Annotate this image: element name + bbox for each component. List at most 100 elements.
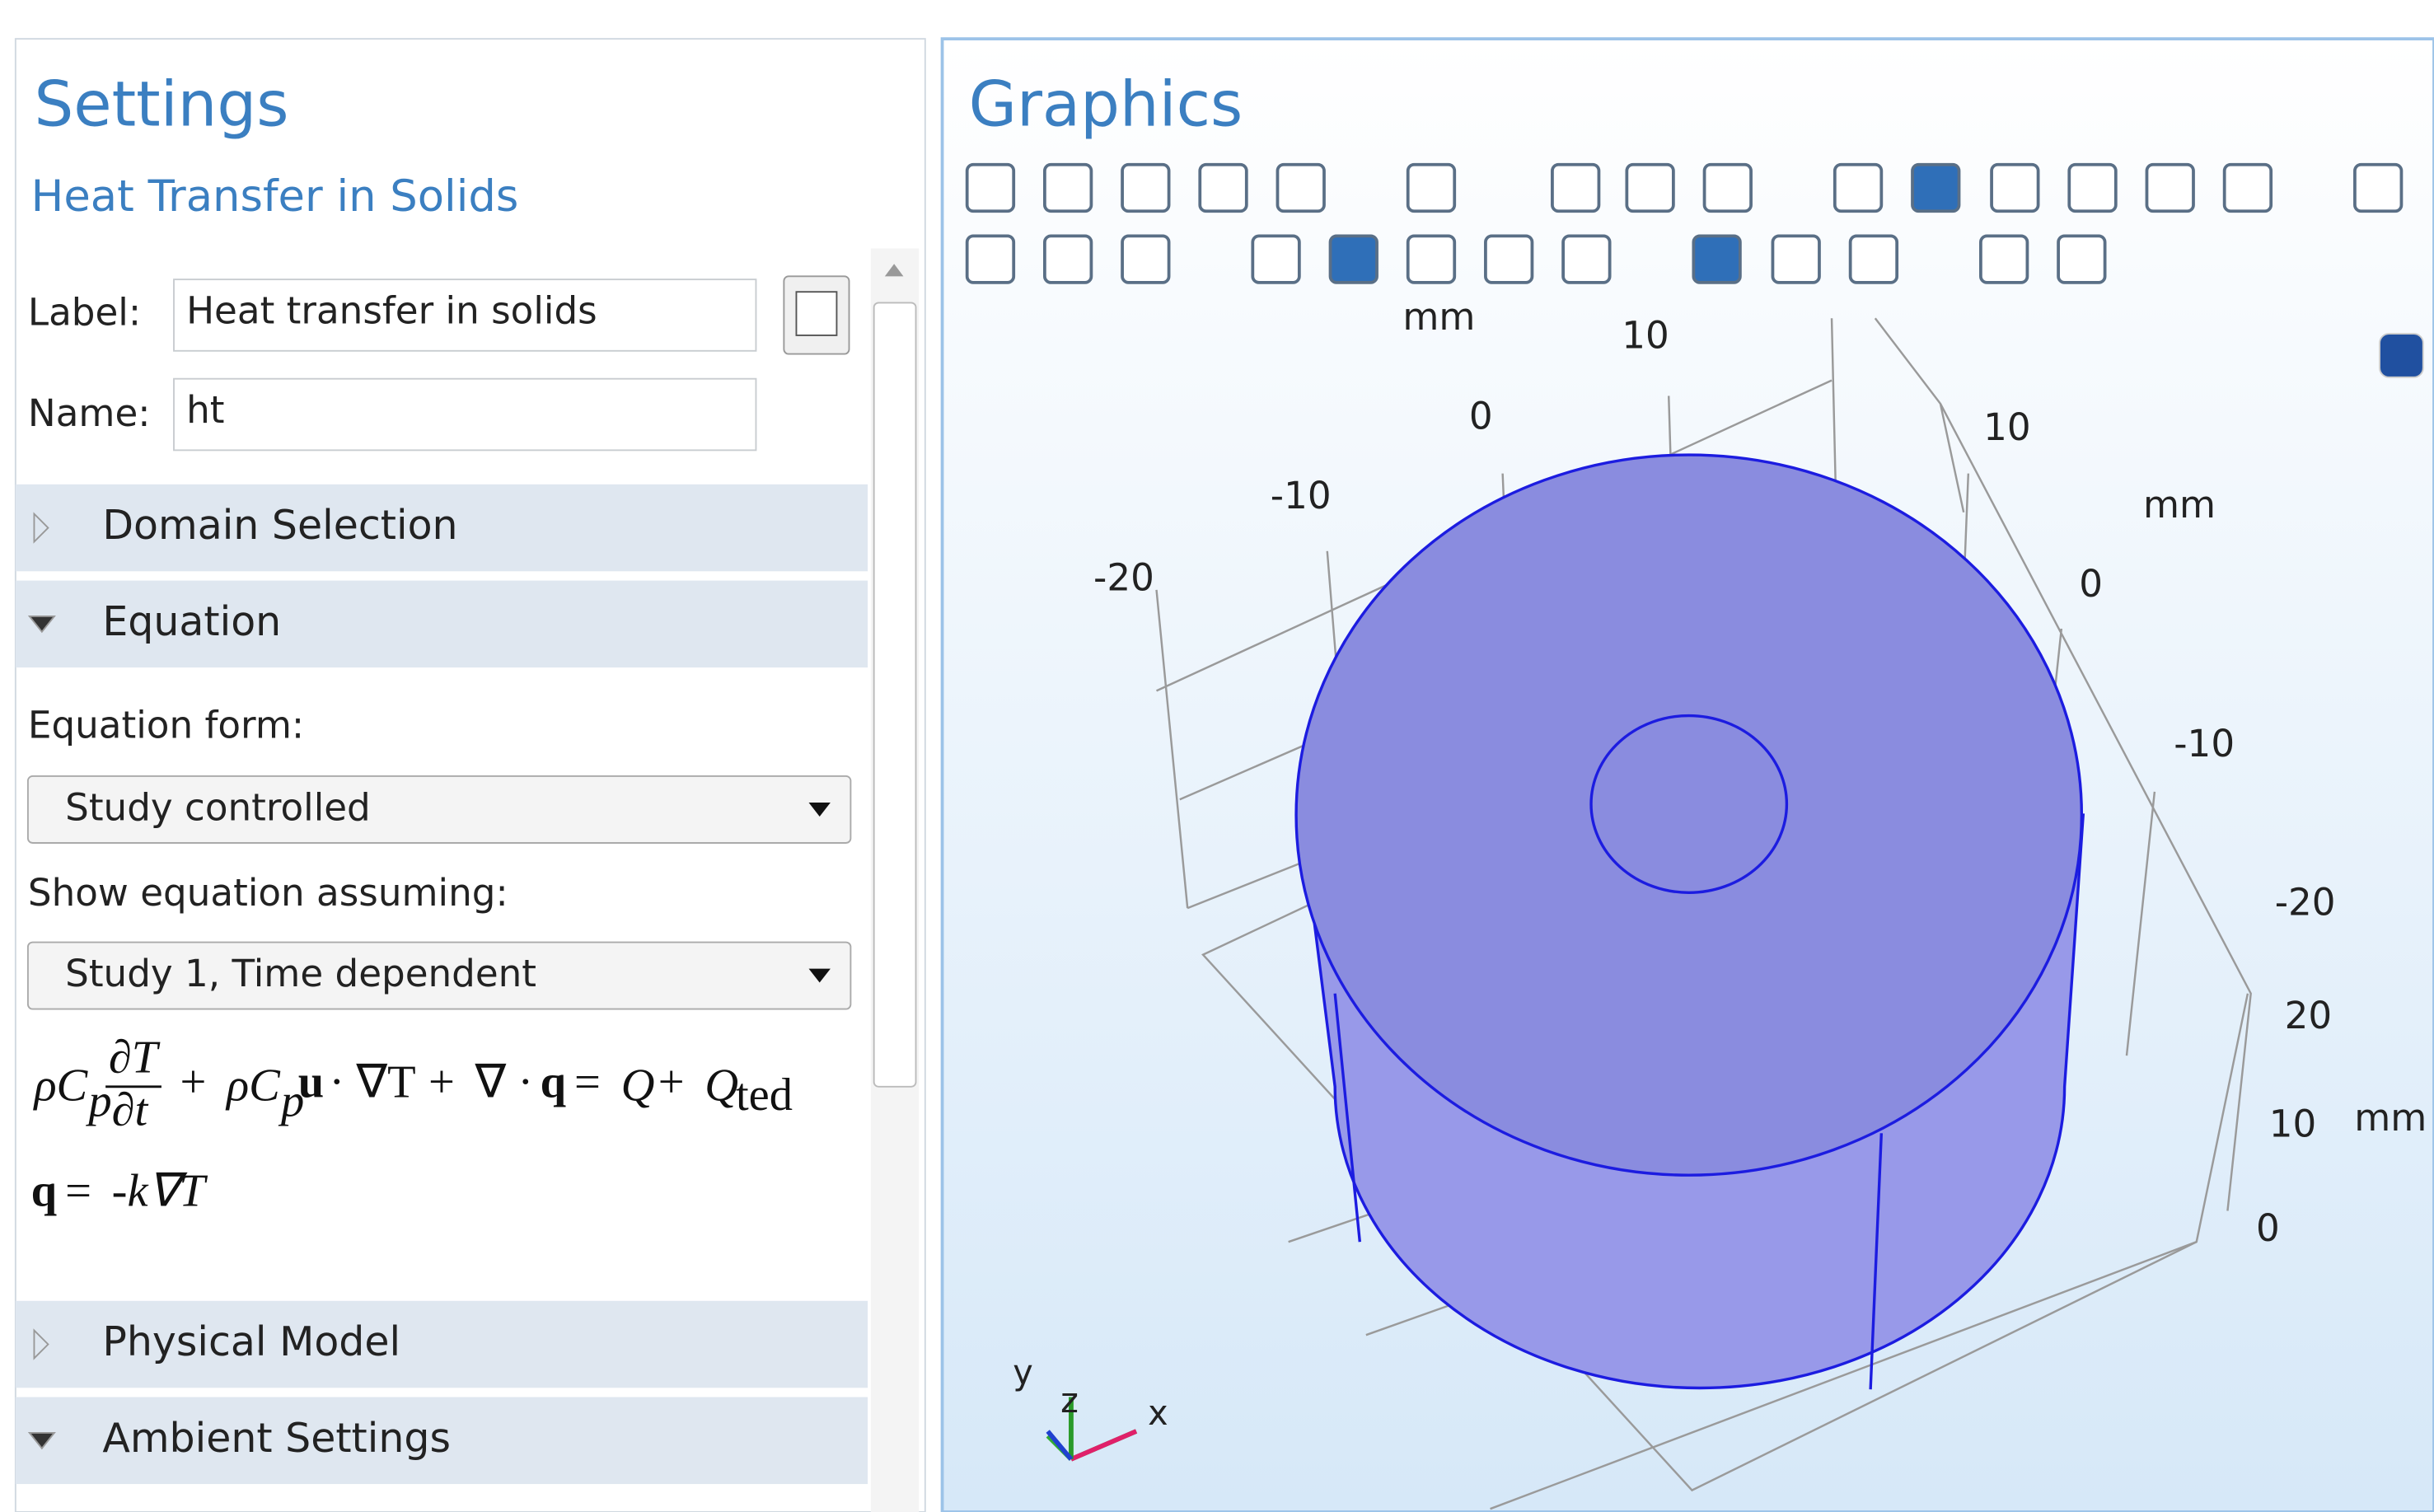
axis-label: -20: [1093, 556, 1154, 600]
triad-z: [1046, 1430, 1074, 1461]
show-equation-caption: Show equation assuming:: [28, 871, 508, 915]
label-value: Heat transfer in solids: [186, 289, 597, 333]
axis-label: mm: [1402, 295, 1475, 339]
scroll-thumb[interactable]: [873, 302, 917, 1088]
equation-part: ∂T: [109, 1032, 161, 1084]
toolbar-button[interactable]: [2222, 162, 2273, 213]
axis-label: -10: [1271, 474, 1332, 517]
toolbar-button[interactable]: [1043, 234, 1093, 284]
equation-part: p: [278, 1075, 304, 1126]
toolbar-button[interactable]: [1702, 162, 1753, 213]
equation-part: q: [541, 1057, 566, 1108]
toolbar-button[interactable]: [1561, 234, 1612, 284]
equation-part: · ∇T: [329, 1057, 415, 1108]
axis-label: 0: [1469, 395, 1493, 438]
scroll-up[interactable]: [884, 264, 904, 277]
triad-x: [1070, 1429, 1138, 1462]
equation-form-dropdown[interactable]: [26, 775, 852, 844]
section-toggle: [27, 1431, 56, 1450]
toolbar-button[interactable]: [1771, 234, 1821, 284]
section-title: Equation: [102, 598, 281, 645]
name-input[interactable]: [173, 377, 757, 452]
section-toggle: [33, 1328, 49, 1360]
triad-label: z: [1060, 1381, 1079, 1421]
axis-label: mm: [2354, 1096, 2427, 1140]
equation-part: ted: [736, 1070, 793, 1121]
toolbar-button[interactable]: [1043, 162, 1093, 213]
toolbar-button[interactable]: [1328, 234, 1378, 284]
axis-label: 10: [2269, 1102, 2317, 1146]
cylinder: [1294, 453, 2085, 1390]
toolbar-button[interactable]: [1990, 162, 2040, 213]
section-title: Ambient Settings: [102, 1415, 451, 1462]
name-value: ht: [186, 388, 224, 432]
equation-part: q: [31, 1166, 57, 1217]
show-equation-value: Study 1, Time dependent: [65, 952, 536, 995]
toolbar-button[interactable]: [1848, 234, 1899, 284]
equation-form-value: Study controlled: [65, 785, 371, 829]
toolbar-button[interactable]: [965, 234, 1016, 284]
equation-part: +: [658, 1057, 685, 1108]
equation-part: ρC: [225, 1060, 281, 1112]
settings-subtitle: Heat Transfer in Solids: [31, 171, 519, 222]
settings-title: Settings: [34, 68, 288, 140]
label-caption: Label:: [28, 290, 141, 334]
section-header[interactable]: [15, 1397, 868, 1485]
axis-label: 0: [2079, 562, 2103, 606]
name-caption: Name:: [28, 391, 151, 435]
toolbar-button[interactable]: [1198, 162, 1248, 213]
section-header[interactable]: [15, 484, 868, 572]
toolbar-button[interactable]: [1251, 234, 1301, 284]
toolbar-button[interactable]: [1911, 162, 1961, 213]
toolbar-button[interactable]: [1276, 162, 1326, 213]
graphics-overlay-button[interactable]: [2379, 333, 2424, 378]
dropdown-arrow: [808, 803, 831, 817]
toolbar-button[interactable]: [1406, 162, 1457, 213]
section-toggle: [33, 512, 49, 544]
equation-form-caption: Equation form:: [28, 704, 304, 747]
show-equation-dropdown[interactable]: [26, 941, 852, 1010]
toolbar-button[interactable]: [2145, 162, 2195, 213]
toolbar-button[interactable]: [1979, 234, 2029, 284]
toolbar-button[interactable]: [1692, 234, 1742, 284]
toolbar-button[interactable]: [2353, 162, 2404, 213]
axis-label: 0: [2256, 1206, 2280, 1250]
equation-part: u: [298, 1057, 324, 1108]
triad-label: y: [1013, 1353, 1033, 1393]
axis-label: 10: [1983, 405, 2031, 449]
equation-part: +: [428, 1057, 455, 1108]
section-header[interactable]: [15, 1300, 868, 1388]
graphics-title: Graphics: [969, 68, 1243, 140]
equation-part: Q: [704, 1060, 738, 1112]
equation-part: ρC: [32, 1060, 88, 1112]
axis-label: mm: [2143, 483, 2216, 527]
toolbar-button[interactable]: [1625, 162, 1675, 213]
equation-part: -k∇T: [112, 1166, 208, 1217]
label-input[interactable]: [173, 279, 757, 352]
toolbar-button[interactable]: [1121, 162, 1171, 213]
triad-label: x: [1148, 1393, 1168, 1433]
toolbar-button[interactable]: [1121, 234, 1171, 284]
axis-label: 20: [2285, 994, 2333, 1037]
toolbar-button[interactable]: [965, 162, 1016, 213]
cylinder-edge: [1333, 993, 1884, 1390]
equation-part: ∇ ·: [474, 1057, 533, 1108]
equation-part: p: [85, 1075, 111, 1126]
section-header[interactable]: [15, 580, 868, 668]
axis-label: -10: [2174, 722, 2235, 765]
toolbar-button[interactable]: [1406, 234, 1457, 284]
toolbar-button[interactable]: [1484, 234, 1534, 284]
equation-part: =: [574, 1057, 601, 1108]
toolbar: [965, 162, 2424, 378]
dropdown-arrow: [808, 968, 831, 983]
toolbar-button[interactable]: [2067, 162, 2118, 213]
toolbar-button[interactable]: [2057, 234, 2107, 284]
toolbar-button[interactable]: [1833, 162, 1884, 213]
equation-part: =: [65, 1166, 91, 1217]
equation-part: Q: [621, 1060, 655, 1112]
cylinder-top: [1294, 453, 2084, 1177]
axis-label: 10: [1622, 314, 1669, 358]
toolbar-button[interactable]: [1551, 162, 1601, 213]
